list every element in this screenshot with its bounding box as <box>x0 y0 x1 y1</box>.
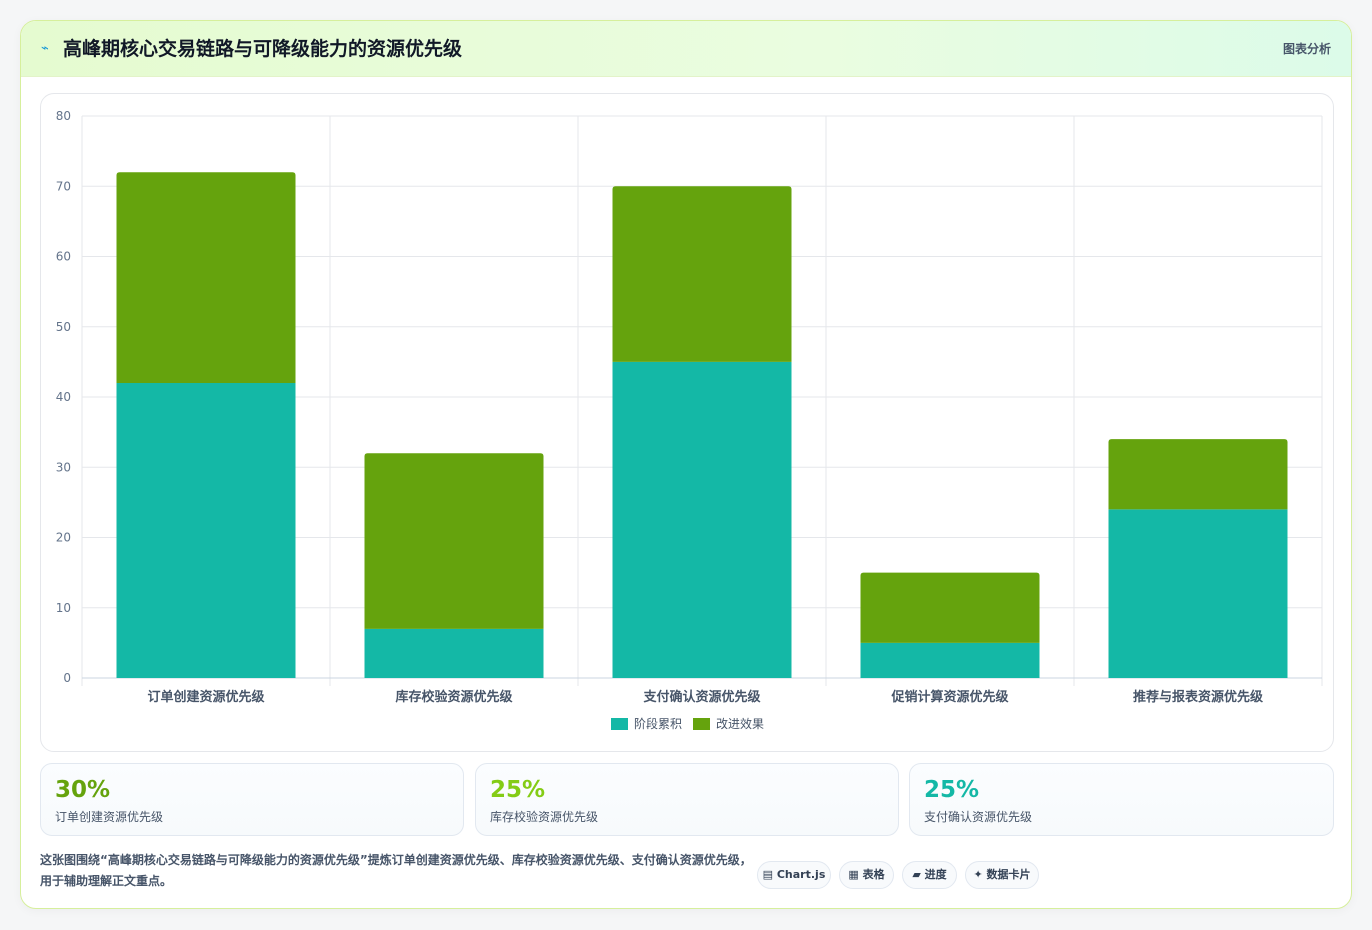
progress-icon: ▰ <box>912 868 921 881</box>
stat-card: 25% 库存校验资源优先级 <box>475 763 899 836</box>
sparkle-icon: ✦ <box>973 868 983 881</box>
x-tick-label: 支付确认资源优先级 <box>642 689 761 705</box>
stat-card: 30% 订单创建资源优先级 <box>40 763 464 836</box>
stacked-bar-chart: 0 10 20 30 40 50 60 70 80 订单创建资源优先级 库存校验资源优先级 支付确认资… <box>56 109 1323 731</box>
bar-segment <box>1108 509 1288 678</box>
y-tick-label: 0 <box>63 671 71 685</box>
stat-value: 25% <box>490 777 546 803</box>
stat-value: 30% <box>55 777 111 803</box>
card-header: ⌁ 高峰期核心交易链路与可降级能力的资源优先级 图表分析 <box>21 21 1351 77</box>
bar-segment <box>364 453 544 629</box>
y-tick-label: 60 <box>56 250 71 264</box>
bar-segment <box>612 186 792 362</box>
legend-label: 阶段累积 <box>634 716 682 731</box>
y-tick-label: 70 <box>56 179 71 193</box>
pill-data-card[interactable]: ✦ 数据卡片 <box>965 861 1039 889</box>
page-title: 高峰期核心交易链路与可降级能力的资源优先级 <box>63 38 463 60</box>
pill-label: 进度 <box>924 868 947 881</box>
stat-value: 25% <box>924 777 980 803</box>
chart-analysis-tag: 图表分析 <box>1282 42 1331 56</box>
x-tick-label: 推荐与报表资源优先级 <box>1133 689 1264 705</box>
y-tick-label: 10 <box>56 601 71 615</box>
stat-label: 库存校验资源优先级 <box>490 810 599 824</box>
y-tick-label: 30 <box>56 460 71 474</box>
y-tick-label: 80 <box>56 109 71 123</box>
stat-card: 25% 支付确认资源优先级 <box>909 763 1334 836</box>
chart-description: 这张图围绕“高峰期核心交易链路与可降级能力的资源优先级”提炼订单创建资源优先级、… <box>40 853 752 888</box>
chart-container: 0 10 20 30 40 50 60 70 80 订单创建资源优先级 库存校验资源优先级 支付确认资… <box>40 93 1334 752</box>
bar-segment <box>116 172 296 383</box>
bar-segment <box>860 642 1040 678</box>
y-tick-label: 20 <box>56 531 71 545</box>
pill-label: 数据卡片 <box>986 868 1031 881</box>
bar-segment <box>612 361 792 678</box>
pill-label: 表格 <box>862 868 885 881</box>
pill-table[interactable]: ▦ 表格 <box>839 861 894 889</box>
stat-label: 支付确认资源优先级 <box>924 810 1033 824</box>
y-tick-label: 40 <box>56 390 71 404</box>
x-tick-label: 促销计算资源优先级 <box>890 689 1009 705</box>
bar-segment <box>860 572 1040 643</box>
x-tick-label: 库存校验资源优先级 <box>395 689 513 705</box>
wave-icon: ⌁ <box>41 41 49 56</box>
legend-swatch <box>693 718 710 730</box>
legend-swatch <box>611 718 628 730</box>
y-tick-label: 50 <box>56 320 71 334</box>
stat-label: 订单创建资源优先级 <box>55 810 164 824</box>
bar-segment <box>364 628 544 678</box>
table-icon: ▦ <box>848 868 859 881</box>
bar-segment <box>1108 439 1288 510</box>
chart-icon: ▤ <box>762 868 774 881</box>
stat-cards: 30% 订单创建资源优先级 25% 库存校验资源优先级 25% 支付确认资源优先… <box>40 763 1334 837</box>
pill-label: Chart.js <box>776 868 826 881</box>
chart-card: ⌁ 高峰期核心交易链路与可降级能力的资源优先级 图表分析 0 10 20 30 40 50… <box>20 20 1352 909</box>
legend-label: 改进效果 <box>716 716 764 731</box>
x-tick-label: 订单创建资源优先级 <box>147 689 265 705</box>
pill-progress[interactable]: ▰ 进度 <box>902 861 957 889</box>
bar-segment <box>116 382 296 678</box>
pill-chartjs[interactable]: ▤ Chart.js <box>757 861 831 889</box>
